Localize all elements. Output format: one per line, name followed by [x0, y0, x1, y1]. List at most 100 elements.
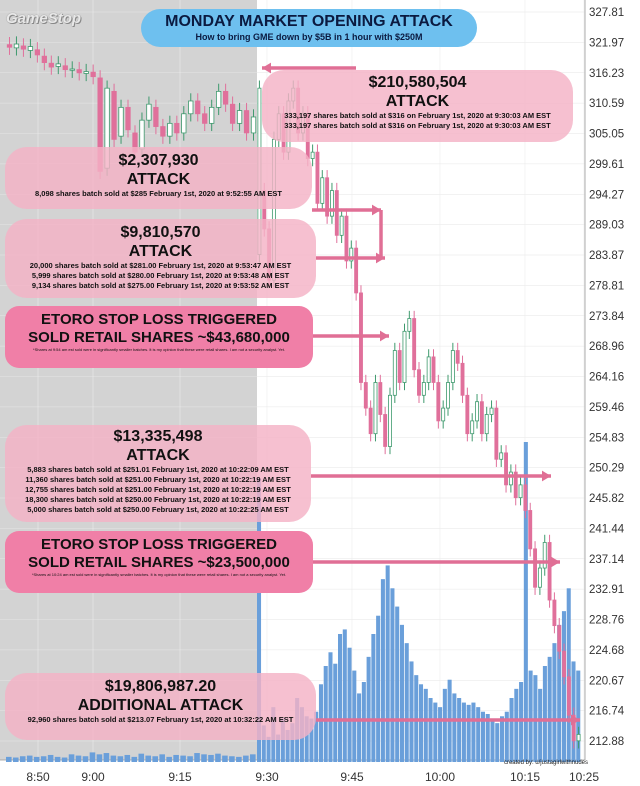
candle-body — [6, 44, 13, 48]
candle-body — [552, 599, 557, 627]
candle-body — [484, 414, 489, 435]
volume-bar — [208, 754, 214, 762]
callout-line: 333,197 shares batch sold at $316 on Feb… — [284, 111, 551, 120]
attack-callout-1: $210,580,504 ATTACK 333,197 shares batch… — [262, 70, 573, 142]
creator-credit: created by: u/justagirlwithnudes — [503, 760, 588, 766]
volume-bar — [124, 754, 131, 762]
volume-bar — [423, 688, 428, 762]
candle-body — [90, 71, 96, 78]
volume-bar — [138, 753, 145, 762]
candle-body — [339, 215, 344, 236]
volume-bar — [201, 754, 207, 762]
candle-body — [55, 63, 61, 67]
callout-amount: $2,307,930 — [118, 152, 199, 169]
x-tick-label: 8:50 — [26, 770, 50, 784]
y-tick-label: 237.14 — [589, 554, 625, 566]
volume-bar — [357, 693, 362, 762]
volume-bar — [75, 755, 82, 762]
candle-body — [20, 45, 27, 50]
volume-bar — [538, 688, 543, 762]
callout-line: 9,134 shares batch sold at $275.00 Febru… — [31, 281, 290, 290]
volume-bar — [576, 670, 581, 762]
candle-body — [455, 350, 460, 364]
y-tick-label: 224.68 — [589, 645, 624, 657]
callout-amount: $210,580,504 — [368, 74, 467, 91]
volume-bar — [457, 698, 462, 762]
volume-bar — [542, 666, 547, 762]
volume-bar — [280, 718, 285, 762]
volume-bar — [395, 606, 400, 762]
callout-line: 12,755 shares batch sold at $251.00 Febr… — [25, 485, 291, 494]
y-tick-label: 220.67 — [589, 675, 624, 687]
y-tick-label: 259.46 — [589, 402, 624, 414]
candle-body — [494, 407, 499, 460]
candle-body — [125, 106, 131, 131]
arrow-head — [380, 330, 389, 342]
volume-bar — [514, 688, 519, 762]
candle-body — [557, 625, 562, 652]
callout-line: 8,098 shares batch sold at $285 February… — [35, 189, 282, 198]
candle-body — [118, 106, 124, 137]
candle-body — [363, 382, 368, 409]
volume-bar — [47, 754, 54, 762]
callout-line: 333,197 shares batch sold at $316 on Feb… — [284, 121, 551, 130]
candle-body — [160, 126, 166, 137]
candle-body — [167, 122, 173, 137]
volume-bar — [519, 682, 524, 762]
arrow-head — [376, 252, 385, 264]
volume-bar — [89, 752, 96, 762]
candle-body — [465, 394, 470, 435]
etoro-stop-loss-banner-1: ETORO STOP LOSS TRIGGERED SOLD RETAIL SH… — [5, 306, 313, 368]
volume-bar — [523, 442, 528, 762]
candle-body — [470, 420, 475, 435]
chart-title-banner: MONDAY MARKET OPENING ATTACK How to brin… — [141, 9, 477, 47]
y-tick-label: 232.91 — [589, 584, 624, 596]
y-tick-label: 254.83 — [589, 432, 624, 444]
volume-bar — [552, 643, 557, 762]
candle-body — [209, 106, 215, 124]
candle-body — [310, 151, 315, 159]
candle-body — [504, 452, 508, 486]
candle-body — [499, 452, 504, 460]
volume-bar — [131, 756, 138, 762]
volume-bar — [243, 755, 249, 762]
callout-amount: $13,335,498 — [113, 428, 203, 445]
volume-bar — [366, 656, 371, 762]
candle-body — [383, 414, 388, 447]
callout-label: ADDITIONAL ATTACK — [77, 697, 244, 714]
candle-body — [373, 382, 378, 435]
candle-body — [330, 190, 334, 217]
candle-body — [392, 350, 397, 396]
arrow-attack-3b — [316, 252, 385, 264]
candle-body — [62, 65, 68, 71]
volume-bar — [304, 716, 309, 762]
volume-bar — [495, 723, 500, 762]
volume-bar — [26, 755, 33, 762]
candle-body — [388, 394, 392, 447]
callout-line: 92,960 shares batch sold at $213.07 Febr… — [27, 715, 294, 724]
volume-bar — [266, 736, 271, 762]
candle-body — [417, 369, 421, 396]
volume-bar — [376, 615, 381, 762]
volume-bar — [509, 698, 514, 762]
y-tick-label: 327.81 — [589, 7, 624, 19]
candle-body — [518, 484, 523, 499]
callout-line: 20,000 shares batch sold at $281.00 Febr… — [29, 261, 292, 270]
volume-bar — [318, 684, 323, 762]
volume-bar — [461, 702, 466, 762]
y-tick-label: 305.05 — [589, 129, 624, 141]
y-tick-label: 216.74 — [589, 706, 625, 718]
arrow-head — [262, 62, 271, 74]
y-tick-label: 245.82 — [589, 493, 624, 505]
candle-body — [426, 356, 431, 383]
y-tick-label: 241.44 — [589, 523, 625, 535]
y-tick-label: 250.29 — [589, 463, 624, 475]
volume-bar — [215, 753, 221, 762]
volume-bar — [452, 693, 457, 762]
volume-bar — [180, 755, 186, 762]
volume-bar — [68, 754, 75, 762]
volume-bar — [229, 756, 235, 762]
candle-body — [229, 103, 236, 124]
callout-label: ATTACK — [128, 243, 193, 260]
